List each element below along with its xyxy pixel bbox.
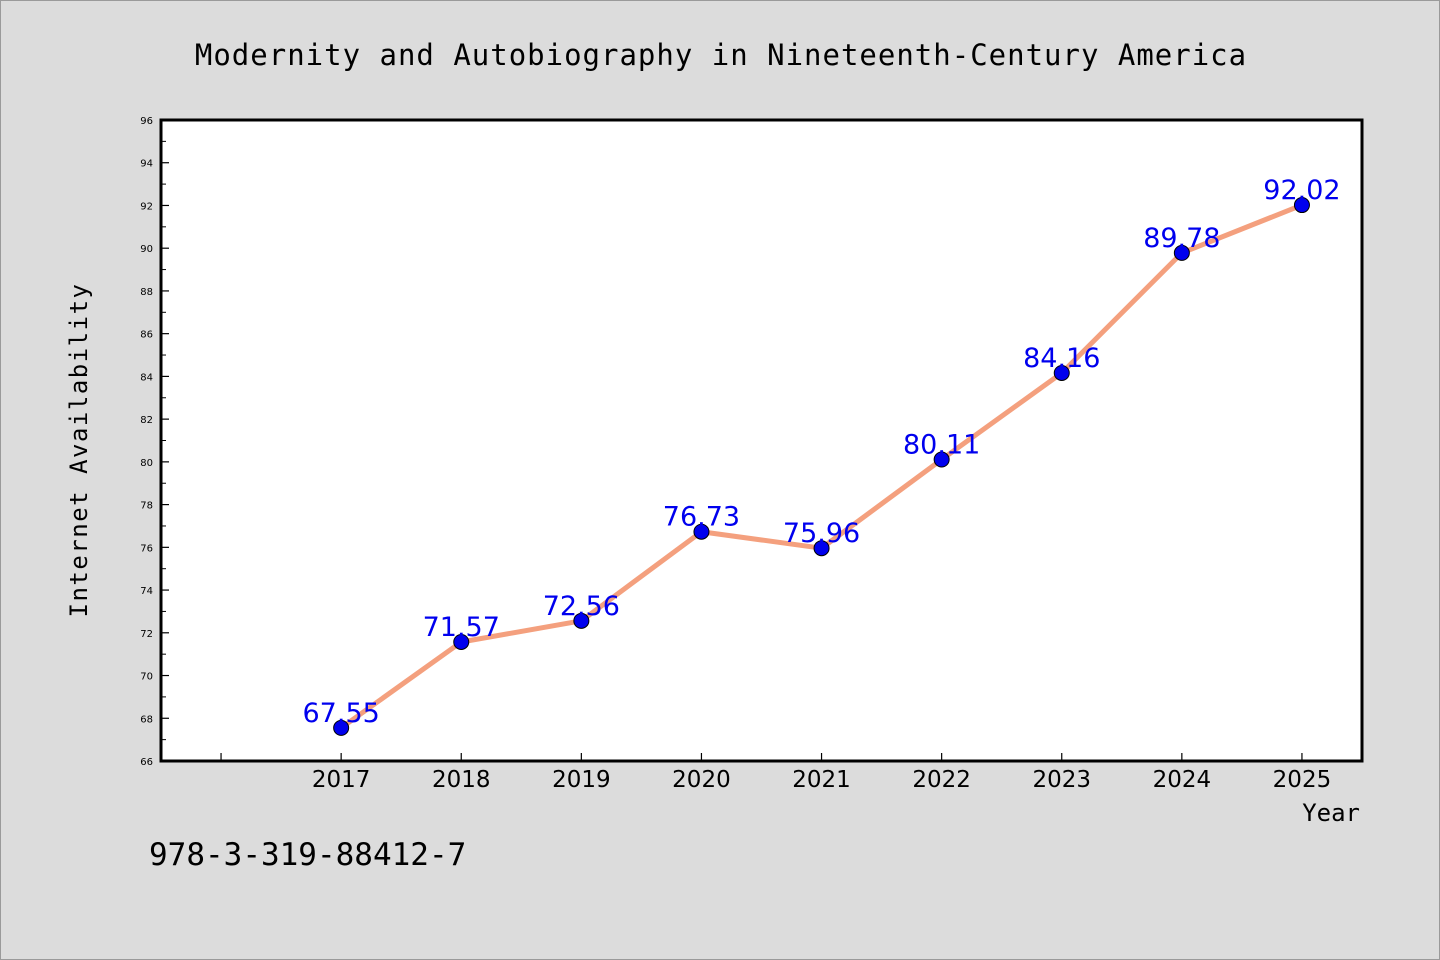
x-axis: 2017 2018 2019 2020 2021 2022 2023 2024 2025 (220, 753, 1332, 793)
y-tick-label: 70 (140, 672, 153, 683)
data-point-marker (693, 523, 710, 540)
data-label: 72.56 (543, 591, 620, 622)
y-tick-label: 78 (140, 501, 153, 512)
data-label: 76.73 (663, 502, 740, 533)
data-point-marker (333, 719, 350, 736)
data-point-marker (1293, 197, 1310, 214)
y-tick-label: 88 (140, 287, 153, 298)
y-tick-label: 82 (140, 415, 153, 426)
data-point-marker (1173, 244, 1190, 261)
x-tick-label: 2024 (1153, 767, 1212, 793)
x-tick-label: 2025 (1273, 767, 1332, 793)
x-tick-label: 2021 (792, 767, 851, 793)
y-axis: 66 68 70 72 74 76 78 80 82 84 86 88 90 92 94 96 (140, 116, 169, 768)
data-label: 67.55 (303, 698, 380, 729)
data-label: 84.16 (1023, 343, 1100, 374)
x-tick-label: 2017 (312, 767, 371, 793)
x-tick-label: 2019 (552, 767, 611, 793)
series-layer (333, 197, 1310, 736)
x-tick-label: 2022 (912, 767, 971, 793)
x-tick-label: 2018 (432, 767, 491, 793)
y-tick-label: 72 (140, 629, 153, 640)
y-tick-label: 92 (140, 201, 153, 212)
data-label: 75.96 (783, 518, 860, 549)
data-point-marker (573, 612, 590, 629)
data-label: 71.57 (423, 612, 500, 643)
y-tick-label: 76 (140, 543, 153, 554)
y-tick-label: 84 (140, 372, 153, 383)
y-tick-label: 80 (140, 458, 153, 469)
data-point-marker (813, 540, 830, 557)
y-tick-label: 66 (140, 757, 153, 768)
y-tick-label: 90 (140, 244, 153, 255)
x-tick-label: 2020 (672, 767, 731, 793)
data-label: 80.11 (903, 430, 980, 461)
y-tick-label: 94 (140, 159, 153, 170)
data-label-layer: 67.55 71.57 72.56 76.73 75.96 80.11 84.16 89.78… (303, 175, 1341, 729)
data-point-marker (453, 633, 470, 650)
chart-title: Modernity and Autobiography in Nineteent… (195, 38, 1247, 72)
data-label: 89.78 (1143, 223, 1220, 254)
data-label: 92.02 (1263, 175, 1340, 206)
data-point-marker (933, 451, 950, 468)
x-tick-label: 2023 (1032, 767, 1091, 793)
data-point-marker (1053, 364, 1070, 381)
plot-area (159, 118, 1364, 763)
y-tick-label: 68 (140, 714, 153, 725)
y-tick-label: 96 (140, 116, 153, 127)
y-axis-label: Internet Availability (65, 283, 93, 618)
y-tick-label: 74 (140, 586, 153, 597)
y-tick-label: 86 (140, 330, 153, 341)
x-axis-label: Year (1302, 799, 1360, 827)
isbn-text: 978-3-319-88412-7 (149, 837, 466, 873)
